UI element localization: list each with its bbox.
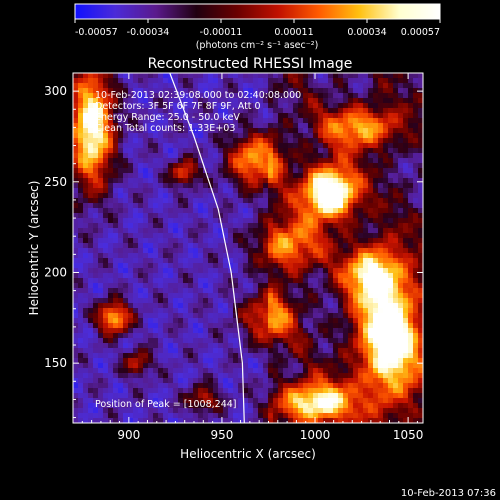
colorbar-tick-label: -0.00034 bbox=[127, 27, 170, 38]
colorbar-tick-label: 0.00011 bbox=[274, 27, 313, 38]
peak-position-label: Position of Peak = [1008,244] bbox=[95, 399, 236, 410]
y-tick-label: 250 bbox=[44, 175, 67, 189]
plot-frame bbox=[72, 72, 424, 424]
plot-area: 900 950 1000 1050 150 200 250 300 10-Feb-2013 0… bbox=[44, 72, 424, 442]
rhessi-image-map bbox=[73, 73, 423, 423]
y-tick-label: 300 bbox=[44, 84, 67, 98]
colorbar-tick-label: -0.00057 bbox=[75, 27, 118, 38]
info-line: Energy Range: 25.0 - 50.0 keV bbox=[95, 112, 240, 123]
footer-timestamp: 10-Feb-2013 07:36 bbox=[401, 488, 496, 499]
x-tick-label: 1050 bbox=[393, 428, 424, 442]
info-line: Detectors: 3F 5F 6F 7F 8F 9F, Att 0 bbox=[95, 101, 261, 112]
info-line: 10-Feb-2013 02:39:08.000 to 02:40:08.000 bbox=[95, 90, 301, 101]
y-tick-label: 150 bbox=[44, 356, 67, 370]
image-title: Reconstructed RHESSI Image bbox=[148, 56, 353, 72]
colorbar-ticks: -0.00057 -0.00034 -0.00011 0.00011 0.00034 0.… bbox=[74, 19, 441, 38]
info-line: Clean Total counts: 1.33E+03 bbox=[95, 123, 235, 134]
axis-ticks: 900 950 1000 1050 150 200 250 300 bbox=[44, 72, 424, 442]
y-axis-label: Heliocentric Y (arcsec) bbox=[27, 181, 41, 316]
colorbar-tick-label: -0.00011 bbox=[200, 27, 243, 38]
solar-limb-line bbox=[169, 73, 245, 423]
colorbar-tick-label: 0.00057 bbox=[401, 27, 440, 38]
colorbar-tick-label: 0.00034 bbox=[347, 27, 386, 38]
x-tick-label: 900 bbox=[117, 428, 140, 442]
image-info-block: 10-Feb-2013 02:39:08.000 to 02:40:08.000… bbox=[95, 90, 301, 134]
colorbar-strip bbox=[74, 3, 441, 20]
x-tick-label: 1000 bbox=[300, 428, 331, 442]
x-axis-label: Heliocentric X (arcsec) bbox=[180, 447, 316, 461]
x-tick-label: 950 bbox=[210, 428, 233, 442]
colorbar-units-label: (photons cm⁻² s⁻¹ asec⁻²) bbox=[196, 40, 319, 51]
y-tick-label: 200 bbox=[44, 265, 67, 279]
colorbar: -0.00057 -0.00034 -0.00011 0.00011 0.00034 0.… bbox=[74, 3, 441, 51]
